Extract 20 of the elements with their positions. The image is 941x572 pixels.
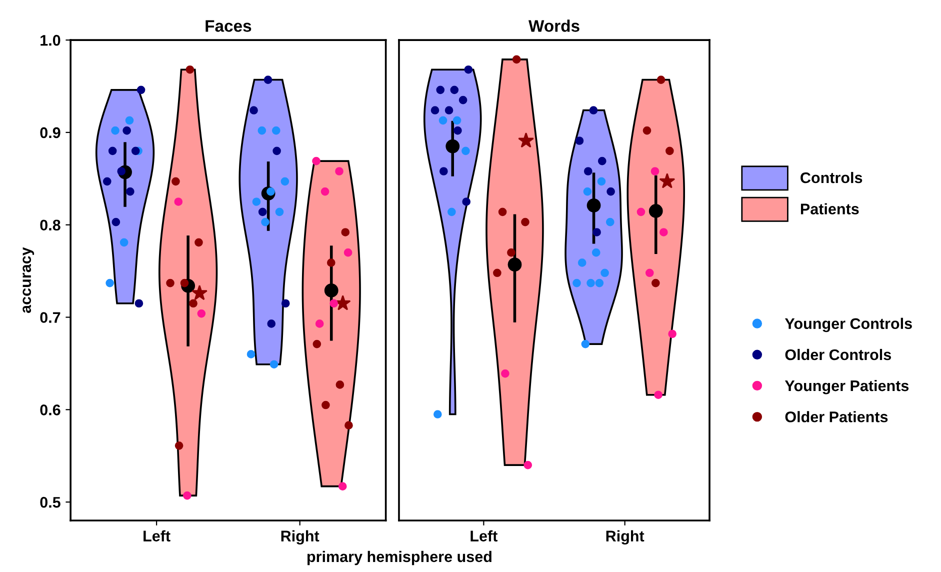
x-tick-label: Left bbox=[144, 530, 170, 542]
x-axis-title: primary hemisphere used bbox=[307, 550, 492, 566]
y-tick-label: 0.9 bbox=[40, 127, 60, 138]
chart-title: Words bbox=[528, 20, 580, 32]
text: Controls bbox=[800, 172, 862, 184]
legend-label: Younger Controls bbox=[784, 318, 912, 332]
x-tick-label: Left bbox=[470, 530, 498, 542]
y-axis-title: accuracy bbox=[22, 247, 34, 313]
x-tick-label: Right bbox=[606, 530, 644, 545]
legend-label: Older Patients bbox=[785, 411, 888, 422]
y-tick-label: 0.5 bbox=[40, 496, 60, 508]
x-tick-label: Right bbox=[281, 530, 320, 545]
y-tick-label: 1.0 bbox=[40, 34, 60, 46]
y-tick-label: 0.6 bbox=[40, 404, 60, 416]
chart-title: Faces bbox=[206, 20, 252, 32]
y-tick-label: 0.7 bbox=[40, 312, 60, 323]
legend-label: Older Controls bbox=[785, 348, 891, 360]
legend-label: Younger Patients bbox=[784, 380, 909, 394]
text: Patients bbox=[800, 203, 859, 214]
y-tick-label: 0.8 bbox=[40, 220, 60, 231]
